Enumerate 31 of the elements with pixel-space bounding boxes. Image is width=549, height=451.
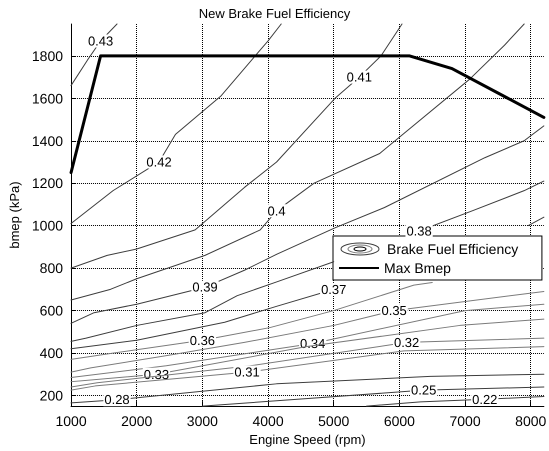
y-tick-label: 1600 bbox=[32, 90, 64, 106]
line-series bbox=[70, 304, 544, 378]
x-tick-label: 2000 bbox=[121, 413, 152, 430]
chart-title: New Brake Fuel Efficiency bbox=[198, 6, 351, 21]
y-axis-title: bmep (kPa) bbox=[7, 181, 22, 249]
y-tick-label: 400 bbox=[40, 345, 64, 362]
legend-label: Max Bmep bbox=[384, 260, 452, 276]
legend-title: Brake Fuel Efficiency bbox=[387, 241, 518, 257]
x-tick-label: 5000 bbox=[318, 413, 350, 430]
y-tick-label: 600 bbox=[40, 302, 64, 319]
y-tick-label: 800 bbox=[40, 260, 64, 276]
line-series bbox=[70, 24, 118, 86]
series-label: 0.42 bbox=[146, 154, 172, 170]
series-label: 0.41 bbox=[346, 70, 372, 85]
x-tick-label: 6000 bbox=[384, 413, 416, 430]
x-tick-label: 4000 bbox=[252, 413, 284, 430]
x-tick-label: 3000 bbox=[186, 413, 218, 430]
series-label: 0.43 bbox=[88, 33, 114, 48]
line-series bbox=[70, 125, 544, 324]
y-tick-label: 1000 bbox=[32, 218, 64, 234]
x-axis-title: Engine Speed (rpm) bbox=[249, 432, 366, 447]
line-series bbox=[70, 24, 525, 300]
y-tick-label: 1800 bbox=[32, 48, 64, 64]
line-series bbox=[70, 282, 433, 360]
y-tick-label: 200 bbox=[40, 387, 64, 404]
x-tick-label: 7000 bbox=[449, 413, 481, 430]
y-tick-label: 1200 bbox=[32, 175, 64, 192]
y-tick-label: 1400 bbox=[32, 132, 64, 149]
series-label: 0.37 bbox=[321, 282, 346, 297]
x-tick-label: 8000 bbox=[515, 413, 547, 430]
x-tick-label: 1000 bbox=[55, 413, 87, 430]
